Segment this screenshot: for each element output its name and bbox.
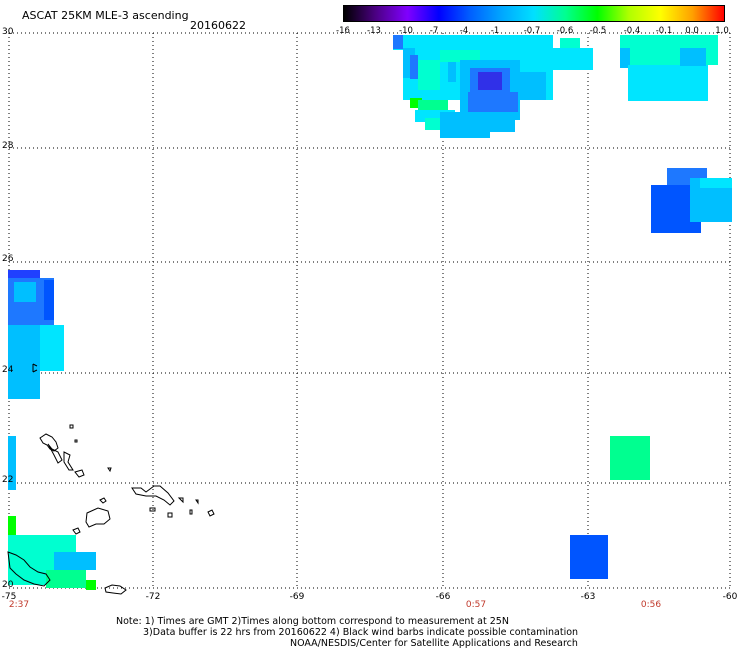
wind-cell — [44, 280, 54, 320]
x-tick-label: -63 — [580, 592, 596, 602]
coastline — [7, 363, 215, 595]
island — [104, 584, 127, 595]
wind-cell — [440, 50, 480, 62]
wind-cell — [40, 325, 64, 371]
x-tick-label: -66 — [435, 592, 451, 602]
chart-date: 20160622 — [190, 19, 246, 32]
wind-cell — [418, 100, 448, 112]
y-tick-label: 26 — [2, 254, 14, 264]
wind-cell — [560, 38, 580, 48]
colorbar-label: -1 — [490, 26, 500, 36]
x-tick-label: -60 — [722, 592, 738, 602]
wind-cell — [8, 270, 40, 280]
time-label: 0:56 — [640, 600, 662, 610]
note-line-2: 3)Data buffer is 22 hrs from 20160622 4)… — [143, 627, 579, 638]
y-tick-label: 20 — [2, 580, 14, 590]
x-tick-label: -75 — [1, 592, 17, 602]
wind-cell — [393, 35, 403, 49]
wind-cell — [8, 436, 16, 490]
time-label: 0:57 — [465, 600, 487, 610]
wind-cell — [46, 570, 86, 588]
colorbar-label: 1.0 — [715, 26, 729, 36]
colorbar-label: -0.4 — [623, 26, 641, 36]
wind-cell — [54, 552, 96, 570]
colorbar-label: -7 — [429, 26, 439, 36]
island — [177, 497, 184, 504]
colorbar-label: -16 — [336, 26, 350, 36]
island — [39, 433, 59, 452]
island — [107, 467, 112, 473]
island — [74, 469, 85, 478]
wind-cell — [86, 580, 96, 590]
wind-cell — [440, 128, 490, 138]
note-line-3: NOAA/NESDIS/Center for Satellite Applica… — [290, 638, 578, 649]
wind-cell — [610, 436, 650, 480]
island — [149, 507, 156, 512]
wind-cell — [418, 60, 440, 90]
x-tick-label: -72 — [145, 592, 161, 602]
colorbar-label: 0.0 — [685, 26, 699, 36]
wind-cell — [8, 371, 40, 399]
island — [85, 507, 111, 528]
note-line-1: Note: 1) Times are GMT 2)Times along bot… — [116, 616, 509, 627]
chart-title: ASCAT 25KM MLE-3 ascending — [22, 9, 189, 22]
y-tick-label: 28 — [2, 141, 14, 151]
wind-cell — [440, 112, 515, 132]
wind-cell — [410, 98, 422, 108]
wind-cell — [478, 72, 502, 90]
island — [167, 512, 173, 518]
y-tick-label: 22 — [2, 475, 14, 485]
wind-cell — [520, 72, 546, 100]
wind-barb — [32, 363, 38, 373]
lat-lon-grid — [8, 32, 731, 589]
colorbar-label: -4 — [459, 26, 469, 36]
wind-cell — [570, 535, 608, 579]
island — [131, 485, 175, 506]
island — [47, 443, 63, 464]
island — [189, 509, 193, 515]
island — [207, 509, 215, 517]
colorbar-label: -10 — [399, 26, 413, 36]
wind-data-cells — [8, 35, 732, 590]
wind-cell — [620, 48, 630, 68]
island — [69, 424, 74, 429]
colorbar — [343, 5, 725, 22]
island — [74, 439, 78, 443]
wind-cell — [410, 55, 418, 79]
y-tick-label: 24 — [2, 365, 14, 375]
island — [195, 499, 199, 505]
colorbar-label: -0.1 — [655, 26, 673, 36]
wind-cell — [14, 282, 36, 302]
time-label: 2:37 — [8, 600, 30, 610]
colorbar-label: -13 — [367, 26, 381, 36]
y-tick-label: 30 — [2, 27, 14, 37]
wind-cell — [468, 92, 518, 112]
wind-cell — [700, 178, 732, 188]
island — [63, 451, 74, 471]
colorbar-label: -0.7 — [523, 26, 541, 36]
island — [99, 497, 107, 504]
wind-cell — [680, 48, 706, 66]
colorbar-gradient — [344, 6, 724, 21]
island — [72, 527, 81, 535]
island — [7, 551, 51, 587]
wind-cell — [553, 48, 593, 70]
x-tick-label: -69 — [289, 592, 305, 602]
wind-cell — [393, 35, 553, 50]
colorbar-label: -0.5 — [589, 26, 607, 36]
colorbar-label: -0.6 — [556, 26, 574, 36]
wind-cell — [628, 65, 708, 101]
wind-cell — [448, 62, 456, 82]
